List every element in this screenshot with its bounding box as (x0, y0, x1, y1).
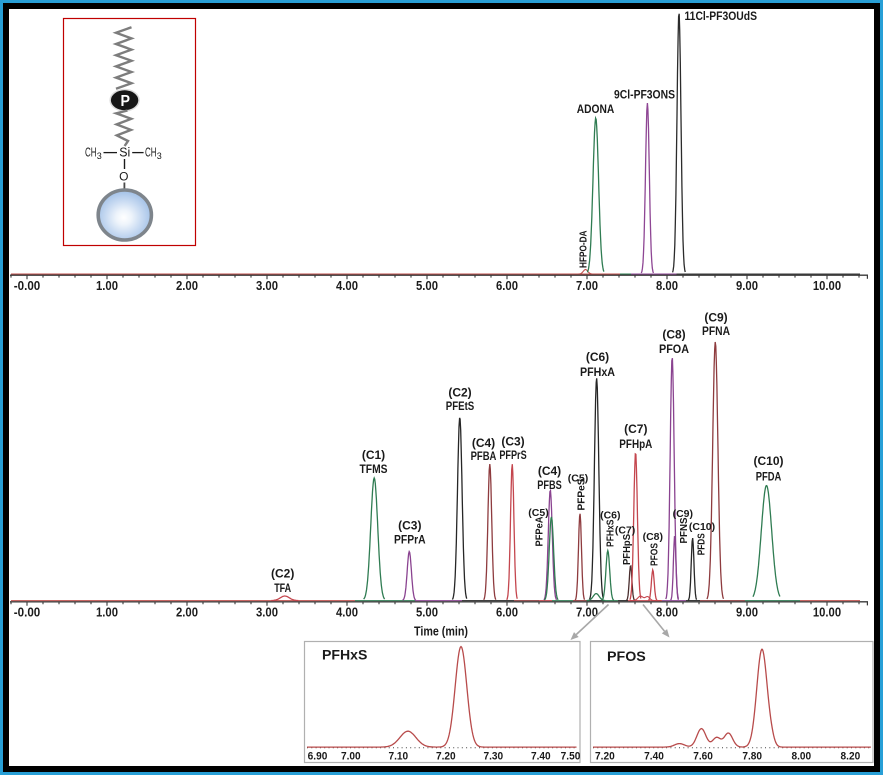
svg-text:CH: CH (85, 146, 97, 160)
svg-text:5.00: 5.00 (416, 604, 438, 619)
svg-text:(C5): (C5) (568, 472, 588, 484)
svg-text:10.00: 10.00 (813, 604, 841, 619)
svg-text:PFBS: PFBS (537, 478, 562, 492)
svg-text:CH: CH (145, 146, 157, 160)
svg-text:10.00: 10.00 (813, 278, 841, 293)
svg-text:PFHpA: PFHpA (619, 437, 652, 451)
svg-text:3.00: 3.00 (256, 604, 278, 619)
svg-text:(C8): (C8) (643, 531, 663, 543)
svg-text:(C6): (C6) (600, 510, 620, 522)
svg-text:7.10: 7.10 (388, 751, 408, 763)
svg-text:7.00: 7.00 (341, 751, 361, 763)
svg-text:4.00: 4.00 (336, 604, 358, 619)
svg-text:(C1): (C1) (362, 448, 385, 462)
svg-text:2.00: 2.00 (176, 604, 198, 619)
svg-text:2.00: 2.00 (176, 278, 198, 293)
svg-text:ADONA: ADONA (577, 102, 615, 116)
svg-text:(C8): (C8) (662, 328, 685, 342)
svg-text:3.00: 3.00 (256, 278, 278, 293)
svg-text:11Cl-PF3OUdS: 11Cl-PF3OUdS (685, 9, 758, 23)
svg-text:(C2): (C2) (448, 386, 471, 400)
svg-text:(C6): (C6) (586, 350, 609, 364)
svg-text:7.50: 7.50 (561, 751, 581, 763)
svg-text:7.20: 7.20 (595, 751, 615, 763)
svg-text:6.00: 6.00 (496, 278, 518, 293)
svg-text:PFPrA: PFPrA (394, 533, 426, 547)
svg-text:(C4): (C4) (538, 464, 561, 478)
svg-text:PFHpS: PFHpS (622, 534, 633, 565)
svg-text:(C5): (C5) (528, 507, 548, 519)
svg-text:9.00: 9.00 (736, 278, 758, 293)
svg-text:PFDS: PFDS (696, 533, 707, 555)
svg-text:P: P (120, 93, 130, 110)
svg-text:PFHxS: PFHxS (322, 648, 367, 663)
svg-text:7.20: 7.20 (436, 751, 456, 763)
svg-text:(C7): (C7) (615, 525, 635, 537)
svg-text:6.90: 6.90 (308, 751, 328, 763)
svg-text:8.00: 8.00 (791, 751, 811, 763)
svg-text:7.60: 7.60 (693, 751, 713, 763)
svg-text:(C10): (C10) (689, 521, 715, 533)
svg-text:(C3): (C3) (398, 519, 421, 533)
svg-text:(C9): (C9) (673, 508, 693, 520)
svg-text:3: 3 (157, 151, 162, 161)
svg-text:3: 3 (97, 151, 102, 161)
svg-text:PFEtS: PFEtS (446, 399, 475, 413)
svg-text:5.00: 5.00 (416, 278, 438, 293)
svg-text:HFPO-DA: HFPO-DA (579, 231, 590, 269)
svg-text:-0.00: -0.00 (14, 604, 41, 619)
svg-text:(C4): (C4) (472, 436, 495, 450)
svg-text:8.00: 8.00 (656, 604, 678, 619)
svg-text:PFPrS: PFPrS (499, 448, 526, 462)
svg-text:PFPeA: PFPeA (535, 517, 546, 547)
svg-text:8.20: 8.20 (841, 751, 861, 763)
svg-text:7.30: 7.30 (483, 751, 503, 763)
svg-text:PFOS: PFOS (607, 649, 646, 664)
svg-text:PFPeS: PFPeS (577, 478, 588, 510)
svg-text:PFOA: PFOA (659, 342, 689, 356)
svg-text:O: O (119, 169, 128, 183)
svg-text:7.80: 7.80 (742, 751, 762, 763)
svg-text:TFMS: TFMS (360, 462, 388, 476)
svg-text:8.00: 8.00 (656, 278, 678, 293)
svg-text:7.00: 7.00 (576, 278, 598, 293)
svg-text:PFOS: PFOS (650, 543, 661, 566)
svg-text:Si: Si (119, 146, 130, 160)
svg-text:6.00: 6.00 (496, 604, 518, 619)
svg-text:7.40: 7.40 (531, 751, 551, 763)
svg-text:(C2): (C2) (271, 567, 294, 581)
svg-text:7.40: 7.40 (644, 751, 664, 763)
svg-text:-0.00: -0.00 (14, 278, 41, 293)
svg-text:9Cl-PF3ONS: 9Cl-PF3ONS (614, 88, 675, 102)
svg-text:PFNS: PFNS (679, 517, 690, 543)
svg-text:9.00: 9.00 (736, 604, 758, 619)
svg-text:(C3): (C3) (501, 435, 524, 449)
svg-text:4.00: 4.00 (336, 278, 358, 293)
svg-text:7.00: 7.00 (576, 604, 598, 619)
svg-text:PFBA: PFBA (471, 449, 497, 463)
svg-text:(C9): (C9) (704, 311, 727, 325)
svg-text:PFNA: PFNA (702, 324, 730, 338)
svg-text:1.00: 1.00 (96, 278, 118, 293)
svg-text:TFA: TFA (274, 581, 291, 595)
svg-text:(C10): (C10) (753, 454, 783, 468)
svg-text:Time (min): Time (min) (414, 625, 468, 639)
svg-text:1.00: 1.00 (96, 604, 118, 619)
svg-text:PFDA: PFDA (756, 470, 782, 484)
svg-text:(C7): (C7) (624, 422, 647, 436)
svg-text:PFHxS: PFHxS (605, 519, 616, 547)
svg-text:PFHxA: PFHxA (580, 365, 615, 379)
